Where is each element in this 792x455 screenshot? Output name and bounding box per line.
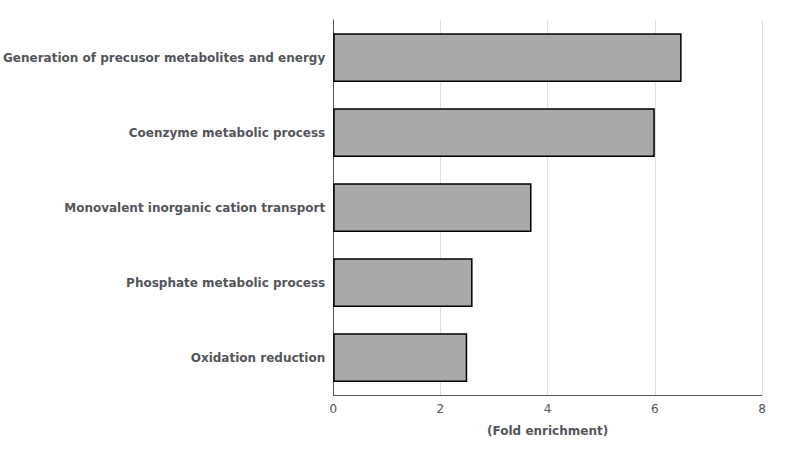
svg-text:8: 8 — [758, 402, 766, 416]
svg-text:Coenzyme metabolic process: Coenzyme metabolic process — [129, 126, 325, 140]
svg-text:Oxidation reduction: Oxidation reduction — [191, 351, 326, 365]
svg-text:6: 6 — [651, 402, 659, 416]
svg-text:4: 4 — [544, 402, 552, 416]
svg-text:2: 2 — [437, 402, 445, 416]
svg-text:Monovalent inorganic cation tr: Monovalent inorganic cation transport — [64, 201, 325, 215]
svg-text:Generation of precusor metabol: Generation of precusor metabolites and e… — [3, 51, 325, 65]
svg-text:0: 0 — [329, 402, 337, 416]
svg-text:(Fold enrichment): (Fold enrichment) — [487, 424, 608, 438]
svg-text:Phosphate metabolic process: Phosphate metabolic process — [126, 276, 325, 290]
